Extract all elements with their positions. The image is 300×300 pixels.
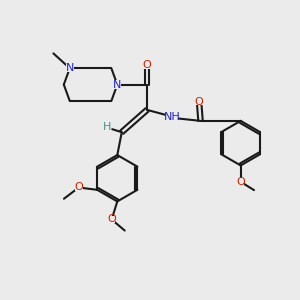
FancyBboxPatch shape [66, 64, 74, 72]
FancyBboxPatch shape [143, 61, 151, 69]
Text: O: O [74, 182, 83, 193]
Text: O: O [236, 177, 245, 187]
Text: O: O [107, 214, 116, 224]
FancyBboxPatch shape [75, 184, 82, 191]
Text: O: O [143, 60, 152, 70]
FancyBboxPatch shape [103, 123, 111, 130]
FancyBboxPatch shape [237, 178, 244, 185]
FancyBboxPatch shape [108, 215, 115, 223]
FancyBboxPatch shape [166, 113, 178, 122]
Text: N: N [113, 80, 122, 90]
FancyBboxPatch shape [113, 80, 122, 89]
Text: H: H [103, 122, 111, 132]
Text: O: O [195, 97, 203, 106]
Text: NH: NH [164, 112, 181, 122]
Text: N: N [66, 63, 74, 73]
FancyBboxPatch shape [195, 98, 203, 105]
